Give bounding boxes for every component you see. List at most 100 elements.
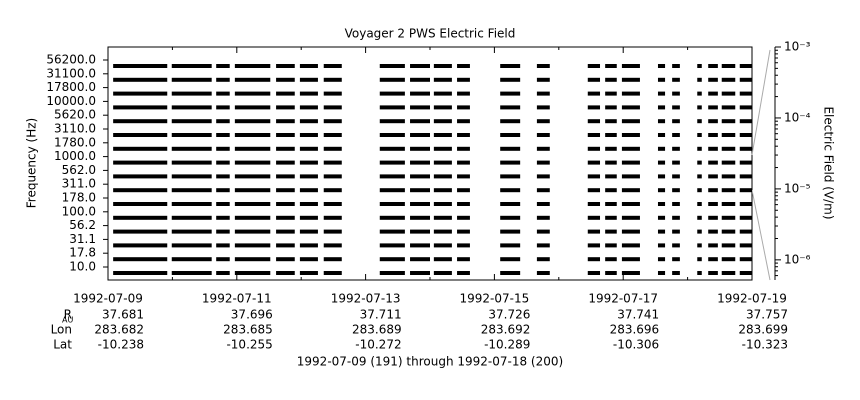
data-segment <box>410 202 430 206</box>
data-segment <box>457 119 470 124</box>
data-segment <box>410 91 430 96</box>
data-segment <box>739 146 752 151</box>
data-segment <box>587 105 601 110</box>
data-segment <box>657 215 666 220</box>
data-segment <box>171 146 212 151</box>
data-segment <box>721 202 736 206</box>
data-segment <box>621 257 640 262</box>
data-segment <box>672 77 680 82</box>
data-segment <box>216 188 230 193</box>
data-segment <box>276 105 295 110</box>
data-segment <box>299 215 318 220</box>
y-tick-label: 562.0 <box>62 163 96 177</box>
y2-tick-label: 10⁻⁴ <box>784 110 811 124</box>
data-segment <box>234 133 271 137</box>
data-segment <box>672 119 680 124</box>
data-segment <box>379 243 405 248</box>
data-segment <box>323 188 342 193</box>
data-segment <box>739 64 752 68</box>
data-segment <box>605 146 617 151</box>
data-segment <box>216 174 230 179</box>
data-segment <box>323 146 342 151</box>
data-segment <box>113 133 168 137</box>
data-segment <box>621 160 640 165</box>
data-segment <box>433 188 452 193</box>
data-segment <box>605 188 617 193</box>
data-segment <box>433 202 452 206</box>
data-segment <box>171 91 212 96</box>
data-segment <box>672 91 680 96</box>
data-segment <box>672 146 680 151</box>
ephemeris-value: 37.726 <box>488 308 530 322</box>
data-segment <box>234 215 271 220</box>
data-segment <box>410 174 430 179</box>
data-segment <box>113 64 168 68</box>
data-segment <box>171 105 212 110</box>
data-segment <box>171 188 212 193</box>
data-segment <box>621 202 640 206</box>
data-segment <box>276 271 295 275</box>
data-segment <box>536 243 550 248</box>
data-segment <box>587 133 601 137</box>
data-segment <box>605 243 617 248</box>
data-segment <box>657 257 666 262</box>
data-segment <box>216 77 230 82</box>
y-tick-label: 56.2 <box>69 218 96 232</box>
data-segment <box>299 105 318 110</box>
data-segment <box>605 202 617 206</box>
data-segment <box>587 91 601 96</box>
data-segment <box>536 77 550 82</box>
ephemeris-value: 283.696 <box>610 323 660 337</box>
data-segment <box>708 119 718 124</box>
y-tick-label: 178.0 <box>62 191 96 205</box>
data-segment <box>621 119 640 124</box>
data-segment <box>113 91 168 96</box>
data-segment <box>657 146 666 151</box>
data-segment <box>657 105 666 110</box>
data-segment <box>234 257 271 262</box>
data-segment <box>697 64 702 68</box>
data-segment <box>113 271 168 275</box>
x-tick-label: 1992-07-13 <box>331 292 401 306</box>
data-segment <box>113 119 168 124</box>
data-segment <box>672 188 680 193</box>
data-segment <box>171 133 212 137</box>
data-segment <box>697 229 702 234</box>
data-segment <box>621 174 640 179</box>
data-segment <box>113 146 168 151</box>
data-segment <box>536 105 550 110</box>
data-segment <box>216 119 230 124</box>
y-tick-label: 1000.0 <box>54 149 96 163</box>
data-segment <box>457 105 470 110</box>
data-segment <box>379 105 405 110</box>
x-tick-label: 1992-07-11 <box>202 292 272 306</box>
data-segment <box>697 146 702 151</box>
ephemeris-label: R <box>64 308 72 322</box>
data-segment <box>171 77 212 82</box>
data-segment <box>379 133 405 137</box>
data-segment <box>433 133 452 137</box>
ephemeris-label-sub: AU <box>62 316 73 325</box>
data-segment <box>605 257 617 262</box>
data-segment <box>234 174 271 179</box>
data-segment <box>657 160 666 165</box>
data-segment <box>697 202 702 206</box>
data-segment <box>697 119 702 124</box>
data-segment <box>234 64 271 68</box>
data-segment <box>500 146 521 151</box>
data-segment <box>697 243 702 248</box>
data-segment <box>739 188 752 193</box>
data-segment <box>299 77 318 82</box>
data-segment <box>708 146 718 151</box>
data-segment <box>536 119 550 124</box>
data-segment <box>171 119 212 124</box>
y-tick-label: 1780.0 <box>54 135 96 149</box>
data-segment <box>171 243 212 248</box>
data-segment <box>171 64 212 68</box>
data-segment <box>672 215 680 220</box>
data-segment <box>276 229 295 234</box>
data-segment <box>276 64 295 68</box>
data-segment <box>500 119 521 124</box>
data-segment <box>605 160 617 165</box>
data-segment <box>500 202 521 206</box>
